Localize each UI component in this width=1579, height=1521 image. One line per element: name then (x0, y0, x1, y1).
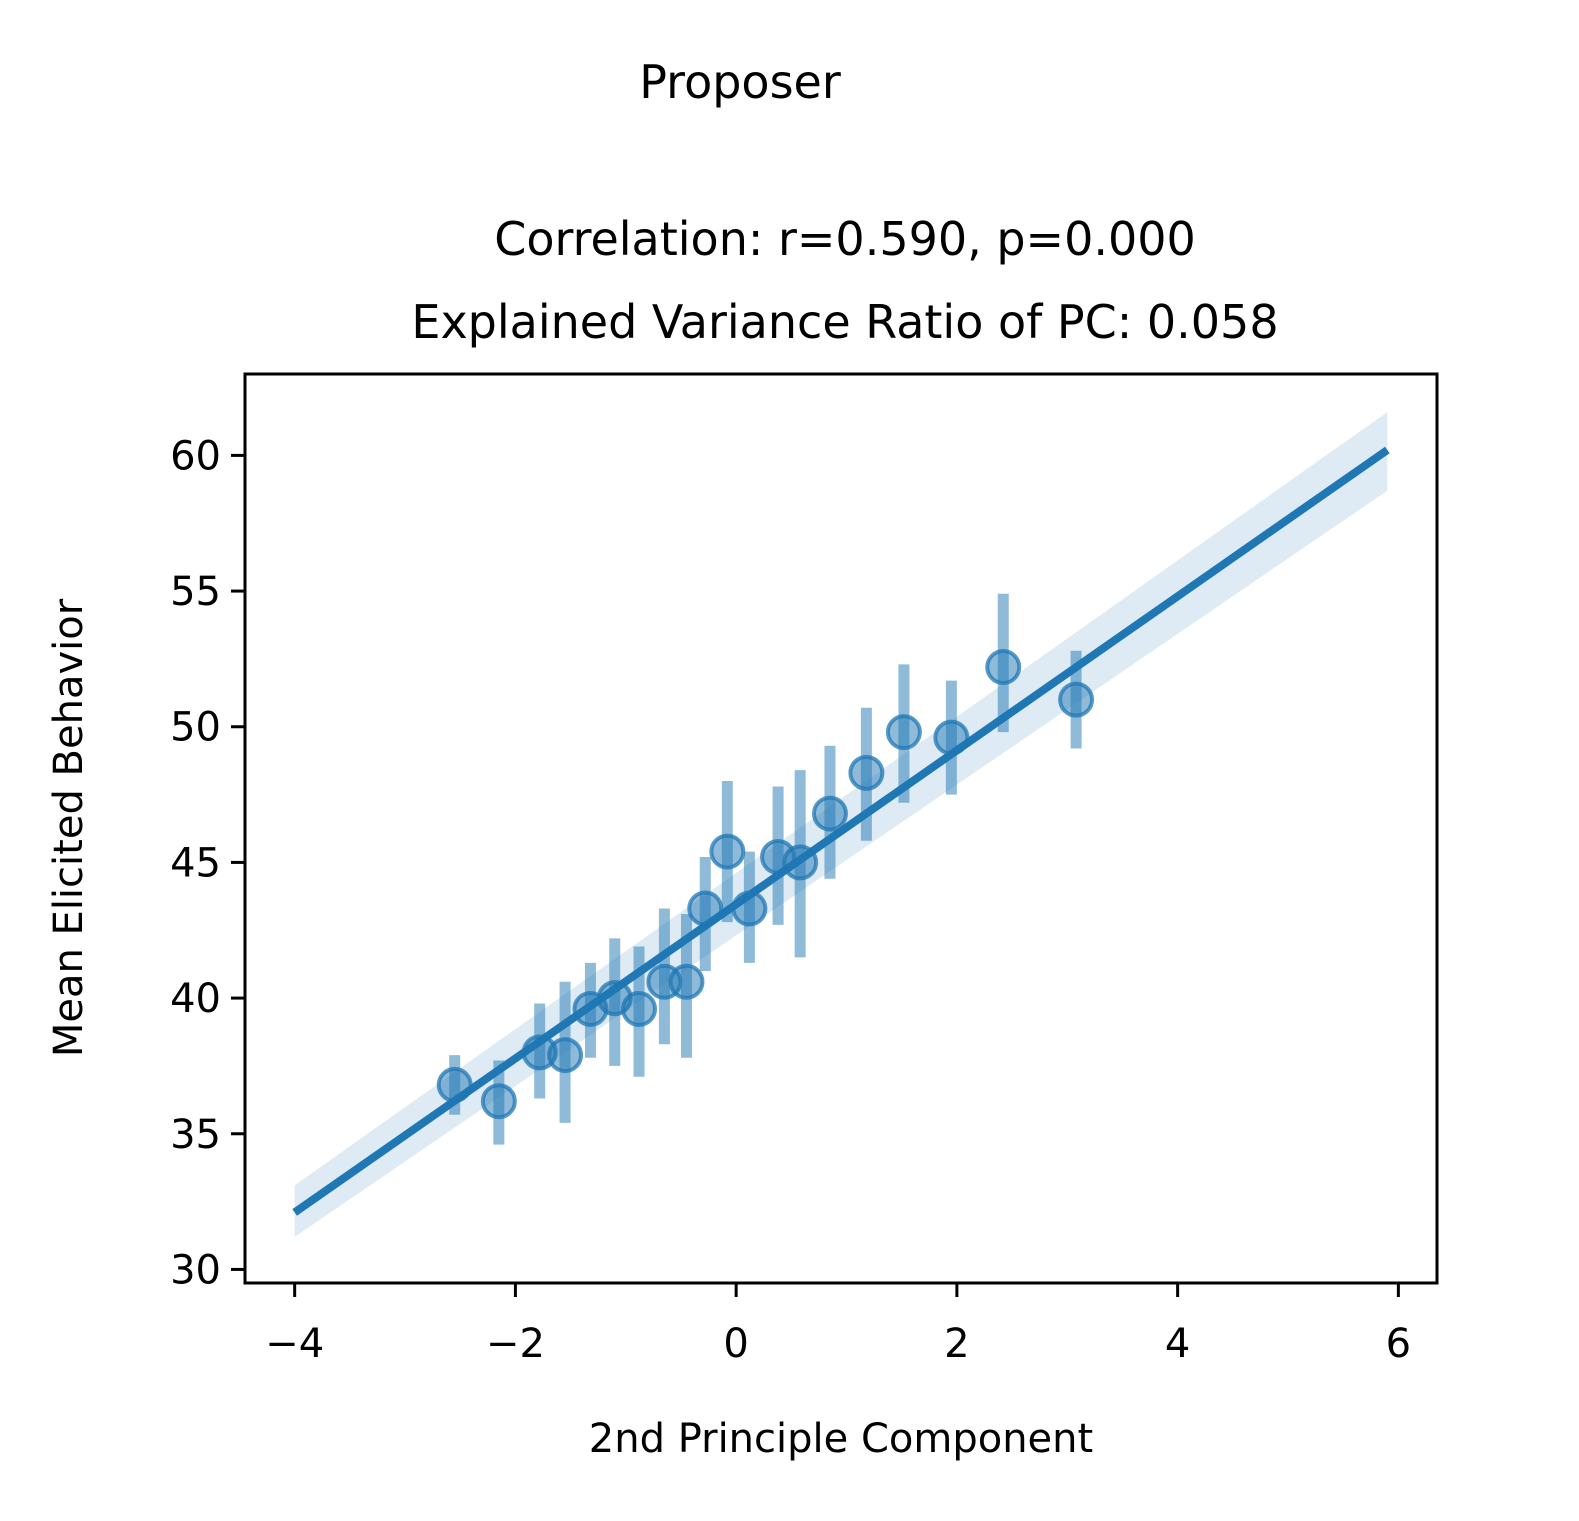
y-tick-label: 60 (170, 433, 221, 479)
data-point (668, 963, 705, 1000)
x-tick-label: −2 (486, 1321, 545, 1367)
plot-area (292, 411, 1390, 1237)
data-point (848, 754, 885, 791)
x-axis-ticks: −4 −2 0 2 4 6 (265, 1283, 1411, 1367)
y-tick-label: 30 (170, 1247, 221, 1293)
data-point (985, 649, 1022, 686)
data-point (731, 890, 768, 927)
y-axis-ticks: 30 35 40 45 50 55 60 (170, 433, 245, 1293)
x-tick-label: 0 (723, 1321, 748, 1367)
data-point (436, 1066, 473, 1103)
y-tick-label: 55 (170, 569, 221, 615)
data-point (621, 990, 658, 1027)
y-tick-label: 50 (170, 705, 221, 751)
y-tick-label: 35 (170, 1112, 221, 1158)
axes-frame (243, 372, 1439, 1285)
data-point (1058, 681, 1095, 718)
data-point (885, 714, 922, 751)
x-tick-label: 6 (1386, 1321, 1411, 1367)
regression-line (292, 446, 1390, 1216)
data-point (687, 890, 724, 927)
figure-suptitle: Proposer (639, 55, 841, 109)
x-axis-label: 2nd Principle Component (589, 1416, 1093, 1462)
chart-title-line-1: Correlation: r=0.590, p=0.000 (494, 212, 1196, 266)
y-tick-label: 40 (170, 976, 221, 1022)
chart-title-line-2: Explained Variance Ratio of PC: 0.058 (411, 295, 1278, 349)
data-point (811, 795, 848, 832)
x-tick-label: 4 (1165, 1321, 1190, 1367)
data-point (933, 719, 970, 756)
y-tick-label: 45 (170, 840, 221, 886)
data-point (547, 1037, 584, 1074)
data-point (709, 833, 746, 870)
x-tick-label: −4 (265, 1321, 324, 1367)
y-axis-label: Mean Elicited Behavior (46, 598, 92, 1057)
x-tick-label: 2 (944, 1321, 969, 1367)
data-point (782, 844, 819, 881)
data-point (480, 1083, 517, 1120)
